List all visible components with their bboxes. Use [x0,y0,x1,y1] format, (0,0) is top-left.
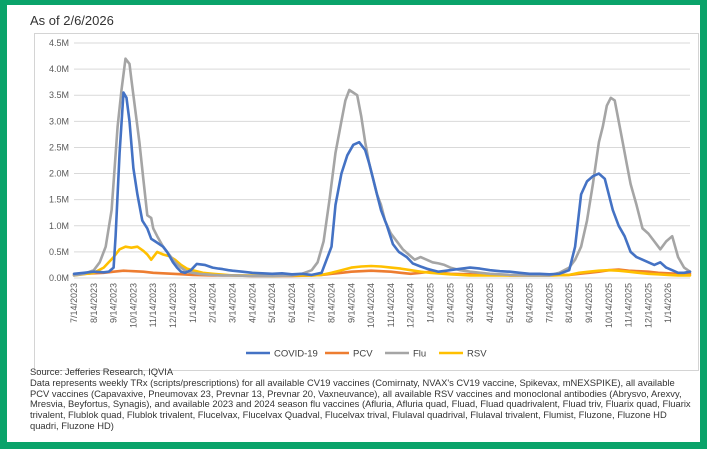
series-line-covid-19 [72,91,692,277]
chart-notes: Source: Jefferies Research, IQVIA Data r… [30,366,695,432]
y-tick-label: 3.0M [49,116,69,126]
y-tick-label: 4.0M [49,64,69,74]
x-tick-label: 10/14/2023 [128,283,138,328]
x-tick-label: 1/14/2025 [426,283,436,323]
series-line-flu [72,57,692,278]
y-tick-label: 0.0M [49,273,69,283]
x-tick-label: 9/14/2024 [346,283,356,323]
y-tick-label: 2.0M [49,169,69,179]
x-tick-label: 12/14/2024 [406,283,416,328]
x-tick-label: 3/14/2024 [227,283,237,323]
x-tick-label: 11/14/2023 [148,283,158,327]
x-tick-label: 3/14/2025 [465,283,475,323]
x-tick-label: 4/14/2025 [485,283,495,323]
x-tick-label: 4/14/2024 [247,283,257,323]
x-tick-label: 8/14/2024 [326,283,336,323]
y-tick-label: 2.5M [49,142,69,152]
chart-card: As of 2/6/2026 0.0M 0.5M 1.0M 1.5M 2.0M 2.5M 3… [7,5,700,442]
legend-label: COVID-19 [274,349,318,360]
x-tick-label: 12/14/2023 [168,283,178,328]
as-of-date: As of 2/6/2026 [30,13,114,28]
x-tick-label: 5/14/2024 [267,283,277,323]
y-tick-label: 3.5M [49,90,69,100]
x-tick-label: 7/14/2023 [69,283,79,323]
x-tick-label: 7/14/2025 [544,283,554,323]
x-tick-label: 5/14/2025 [505,283,515,323]
y-tick-label: 4.5M [49,38,69,48]
x-tick-label: 9/14/2025 [584,283,594,323]
x-tick-label: 1/14/2024 [188,283,198,323]
series-line-rsv [72,245,692,278]
x-tick-label: 11/14/2024 [386,283,396,327]
x-tick-label: 2/14/2024 [208,283,218,323]
x-tick-label: 6/14/2024 [287,283,297,323]
x-tick-label: 11/14/2025 [624,283,634,327]
x-tick-label: 8/14/2025 [564,283,574,323]
line-chart: 0.0M 0.5M 1.0M 1.5M 2.0M 2.5M 3.0M 3.5M 4.0M 4.5M… [49,38,692,360]
legend-label: RSV [467,349,487,360]
x-tick-label: 1/14/2026 [663,283,673,323]
x-tick-label: 6/14/2025 [525,283,535,323]
x-tick-label: 12/14/2025 [643,283,653,328]
y-tick-label: 0.5M [49,247,69,257]
legend-label: Flu [413,349,426,360]
source-note: Source: Jefferies Research, IQVIA [30,366,174,377]
chart-area: 0.0M 0.5M 1.0M 1.5M 2.0M 2.5M 3.0M 3.5M 4.0M 4.5M… [34,33,699,371]
y-tick-label: 1.5M [49,195,69,205]
description-note: Data represents weekly TRx (scripts/pres… [30,376,691,431]
x-tick-label: 7/14/2024 [307,283,317,323]
y-tick-label: 1.0M [49,221,69,231]
legend-label: PCV [353,349,373,360]
x-tick-label: 10/14/2024 [366,283,376,328]
x-tick-label: 8/14/2023 [89,283,99,323]
x-tick-label: 10/14/2025 [604,283,614,328]
x-tick-label: 9/14/2023 [109,283,119,323]
x-tick-label: 2/14/2025 [445,283,455,323]
